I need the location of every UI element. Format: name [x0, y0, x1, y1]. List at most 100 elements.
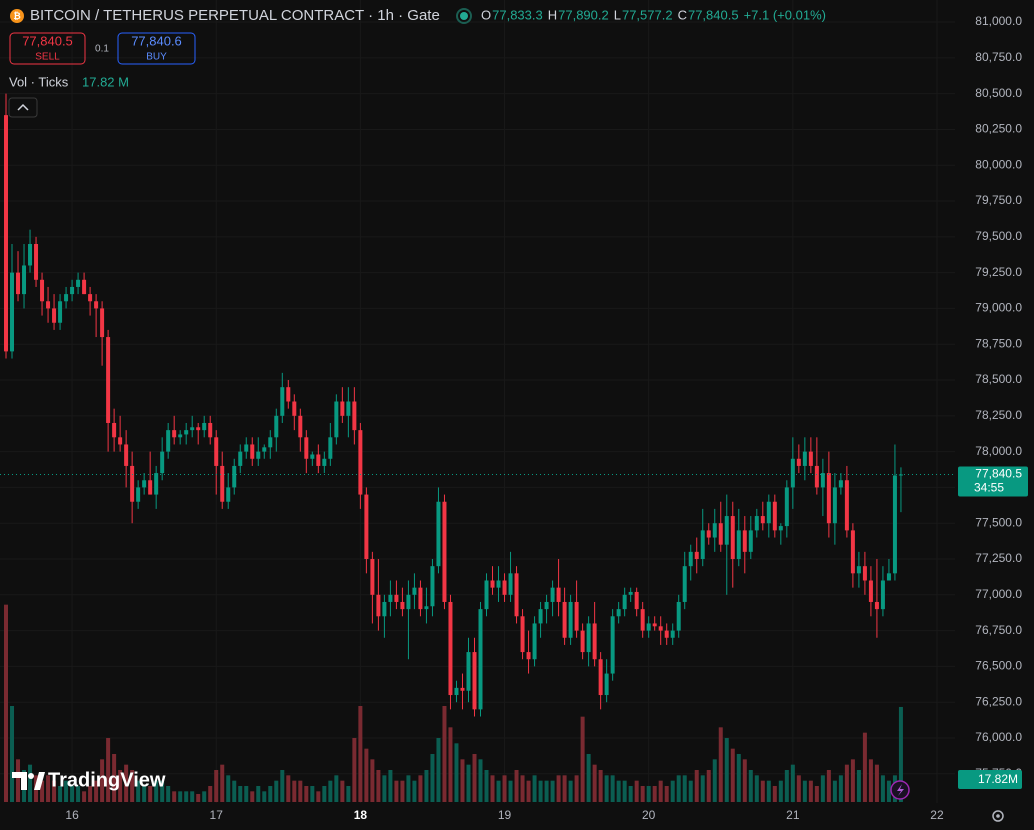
volume-bar	[592, 764, 597, 802]
candle-body	[574, 601, 579, 631]
volume-bar	[346, 786, 351, 802]
volume-bar	[394, 780, 399, 802]
volume-bar	[790, 764, 795, 802]
volume-bar	[736, 754, 741, 802]
candle-body	[76, 279, 81, 287]
candle-body	[562, 601, 567, 638]
volume-bar	[298, 780, 303, 802]
candle-body	[874, 601, 879, 610]
candle-body	[274, 415, 279, 438]
volume-bar	[424, 770, 429, 802]
y-tick-label: 78,000.0	[975, 444, 1022, 458]
volume-bar	[286, 775, 291, 802]
volume-bar	[406, 775, 411, 802]
candle-body	[532, 623, 537, 660]
settings-icon[interactable]	[992, 810, 1004, 822]
candle-body	[694, 551, 699, 560]
candle-body	[124, 444, 129, 466]
candle-body	[466, 652, 471, 691]
volume-bar	[364, 748, 369, 802]
volume-bar	[538, 780, 543, 802]
candle-body	[100, 308, 105, 338]
y-tick-label: 77,500.0	[975, 515, 1022, 529]
volume-bar	[46, 775, 51, 802]
x-tick-label: 21	[786, 808, 800, 822]
volume-bar	[646, 786, 651, 802]
candle-body	[184, 430, 189, 435]
candle-body	[292, 401, 297, 416]
candle-body	[790, 458, 795, 488]
volume-bar	[172, 791, 177, 802]
candle-body	[226, 487, 231, 502]
candle-body	[616, 609, 621, 617]
volume-bar	[124, 764, 129, 802]
volume-bar	[868, 759, 873, 802]
candle-body	[46, 301, 51, 309]
candle-body	[778, 526, 783, 531]
volume-bar	[274, 780, 279, 802]
volume-bar	[304, 786, 309, 802]
y-tick-label: 80,250.0	[975, 122, 1022, 136]
candle-body	[802, 451, 807, 466]
volume-bar	[778, 780, 783, 802]
volume-bar	[766, 780, 771, 802]
sell-button[interactable]	[9, 32, 86, 65]
grid	[0, 0, 955, 803]
candle-body	[346, 401, 351, 416]
candle-body	[526, 652, 531, 660]
candle-body	[496, 580, 501, 588]
volume-bar	[808, 780, 813, 802]
candle-body	[160, 451, 165, 474]
volume-bar	[340, 780, 345, 802]
candle-body	[682, 566, 687, 602]
buy-price: 77,840.6	[131, 33, 182, 48]
volume-bar	[748, 770, 753, 802]
candle-body	[304, 437, 309, 459]
candle-body	[52, 308, 57, 323]
candle-body	[298, 415, 303, 438]
candle-body	[268, 437, 273, 448]
countdown: 34:55	[974, 481, 1004, 495]
candle-body	[196, 427, 201, 431]
candle-body	[106, 337, 111, 423]
y-tick-label: 78,500.0	[975, 372, 1022, 386]
volume-bar	[136, 780, 141, 802]
volume-bar	[742, 759, 747, 802]
candle-body	[484, 580, 489, 610]
y-tick-label: 79,000.0	[975, 301, 1022, 315]
volume-bar	[622, 780, 627, 802]
logo-mark	[12, 772, 27, 790]
candle-body	[442, 501, 447, 602]
volume-bar	[898, 706, 903, 802]
candle-body	[16, 272, 21, 295]
volume-bar	[160, 780, 165, 802]
candle-body	[316, 454, 321, 466]
last-price-box	[958, 466, 1028, 497]
volume-bar	[328, 780, 333, 802]
volume-bar	[376, 770, 381, 802]
y-tick-label: 77,000.0	[975, 587, 1022, 601]
ohlc-legend: O 77,833.3 H 77,890.2 L 77,577.2 C 77,840.5 +7.1…	[481, 7, 826, 22]
candle-body	[328, 437, 333, 459]
candle-body	[568, 601, 573, 638]
volume-bar	[4, 604, 9, 802]
collapse-button[interactable]	[8, 97, 38, 118]
candle-body	[370, 559, 375, 595]
candle-body	[718, 523, 723, 545]
candle-body	[502, 580, 507, 595]
candle-body	[424, 606, 429, 610]
buy-button[interactable]	[117, 32, 196, 65]
candle-body	[712, 523, 717, 538]
volume-bar	[460, 759, 465, 802]
candle-body	[664, 630, 669, 638]
volume-bar	[322, 786, 327, 802]
volume-bar	[550, 780, 555, 802]
volume-bar	[310, 786, 315, 802]
volume-bar	[532, 775, 537, 802]
candle-body	[256, 451, 261, 459]
candle-body	[472, 652, 477, 710]
candle-body	[850, 530, 855, 574]
candle-body	[652, 623, 657, 627]
